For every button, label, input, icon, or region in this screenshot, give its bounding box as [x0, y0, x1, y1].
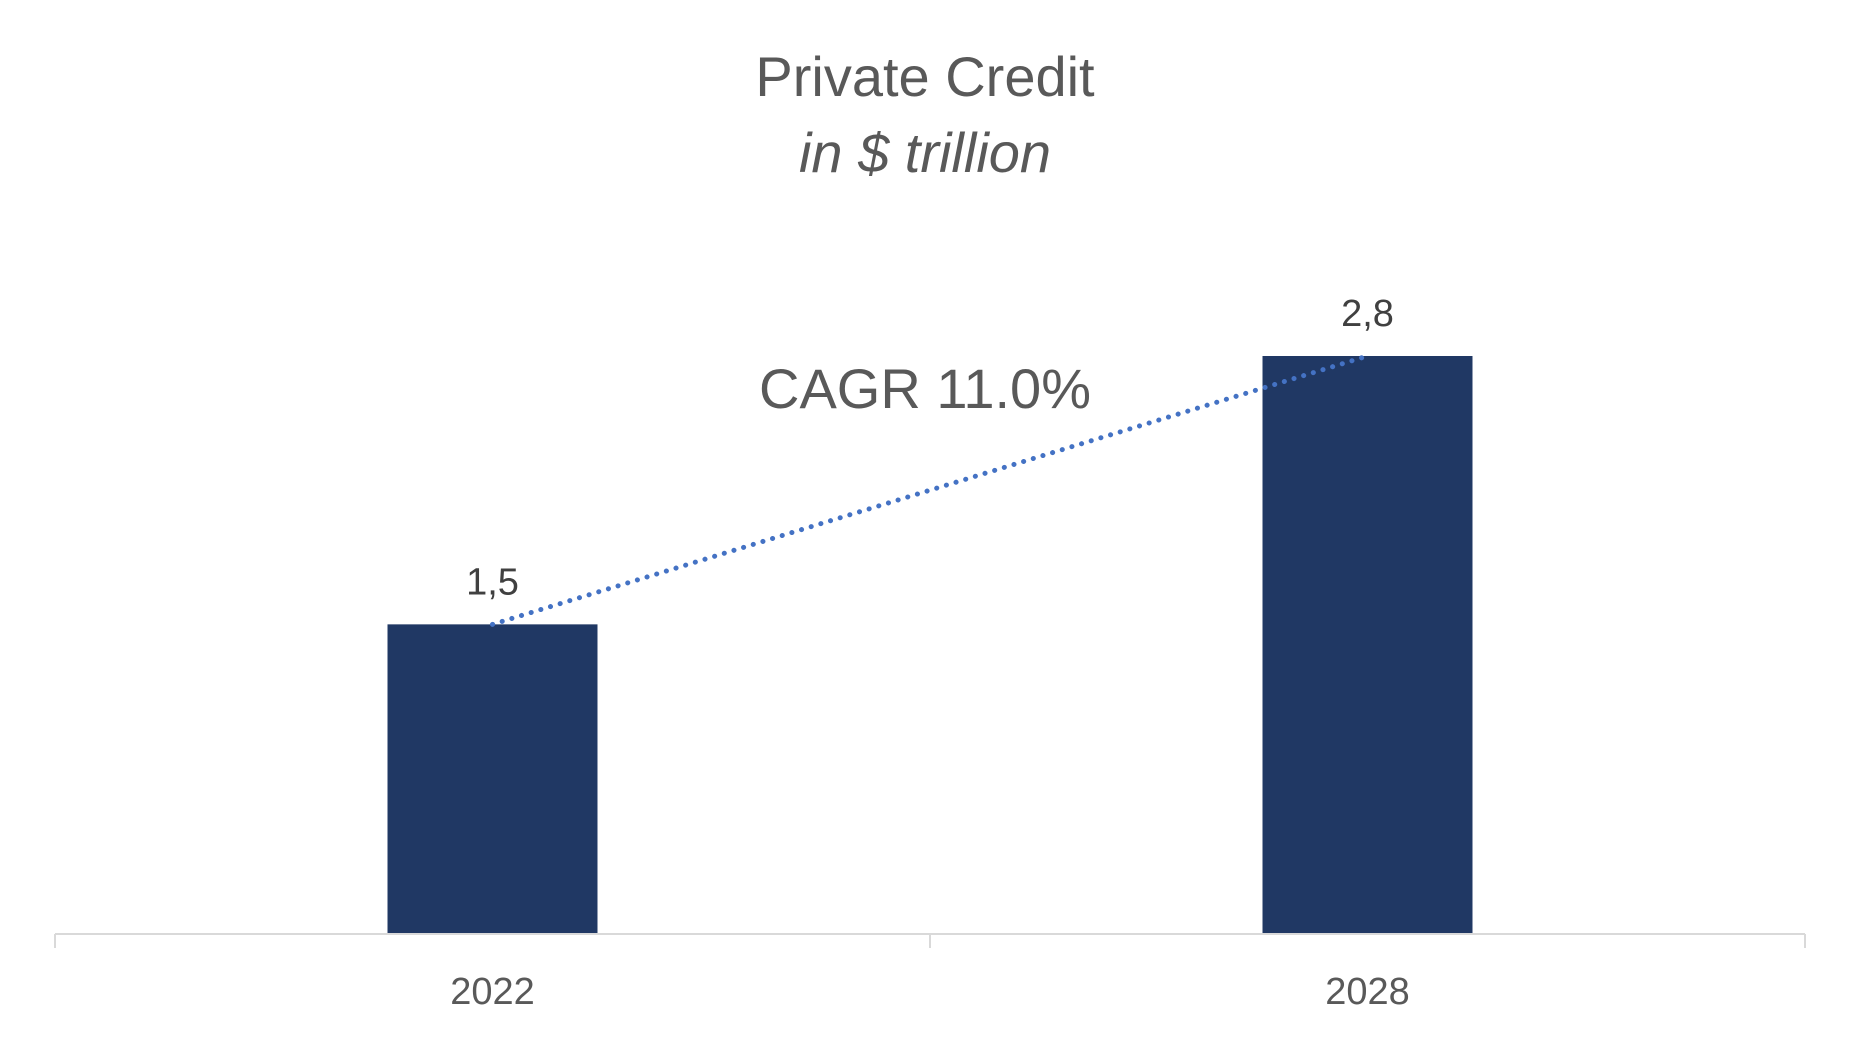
chart-subtitle: in $ trillion	[799, 121, 1051, 184]
x-tick-label-2022: 2022	[450, 971, 535, 1013]
labels-layer: 1,5 2022 2,8 2028	[450, 293, 1410, 1013]
x-axis	[54, 933, 1806, 948]
cagr-annotation: CAGR 11.0%	[759, 357, 1091, 420]
bar-2028	[1262, 356, 1473, 934]
value-label-2022: 1,5	[466, 561, 519, 603]
cagr-trend-line	[490, 353, 1370, 627]
x-tick-label-2028: 2028	[1325, 971, 1410, 1013]
value-label-2028: 2,8	[1341, 293, 1394, 335]
chart-title: Private Credit	[755, 45, 1095, 108]
trend-layer	[490, 353, 1370, 627]
bars-layer	[387, 356, 1473, 934]
bar-2022	[387, 624, 598, 934]
